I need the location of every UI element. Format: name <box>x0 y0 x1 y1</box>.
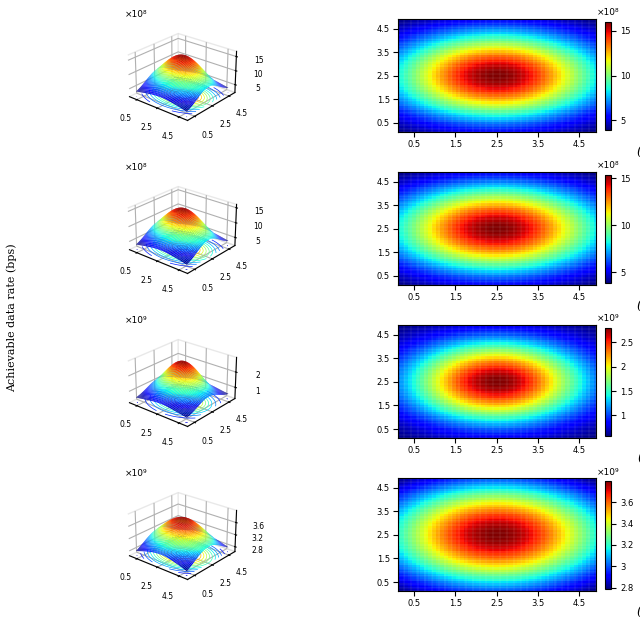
Text: ×10⁸: ×10⁸ <box>596 8 620 17</box>
Text: ×10⁹: ×10⁹ <box>596 314 620 324</box>
Text: (c): (c) <box>637 452 640 465</box>
Text: ×10⁹: ×10⁹ <box>124 469 147 478</box>
Text: ×10⁹: ×10⁹ <box>596 467 620 476</box>
Text: (a): (a) <box>637 146 640 159</box>
Text: ×10⁸: ×10⁸ <box>124 163 147 172</box>
Text: (b): (b) <box>637 299 640 312</box>
Text: ×10⁹: ×10⁹ <box>124 316 147 325</box>
Text: ×10⁸: ×10⁸ <box>124 10 147 19</box>
Text: ×10⁸: ×10⁸ <box>596 162 620 170</box>
Text: (d): (d) <box>637 605 640 618</box>
Text: Achievable data rate (bps): Achievable data rate (bps) <box>6 244 17 392</box>
